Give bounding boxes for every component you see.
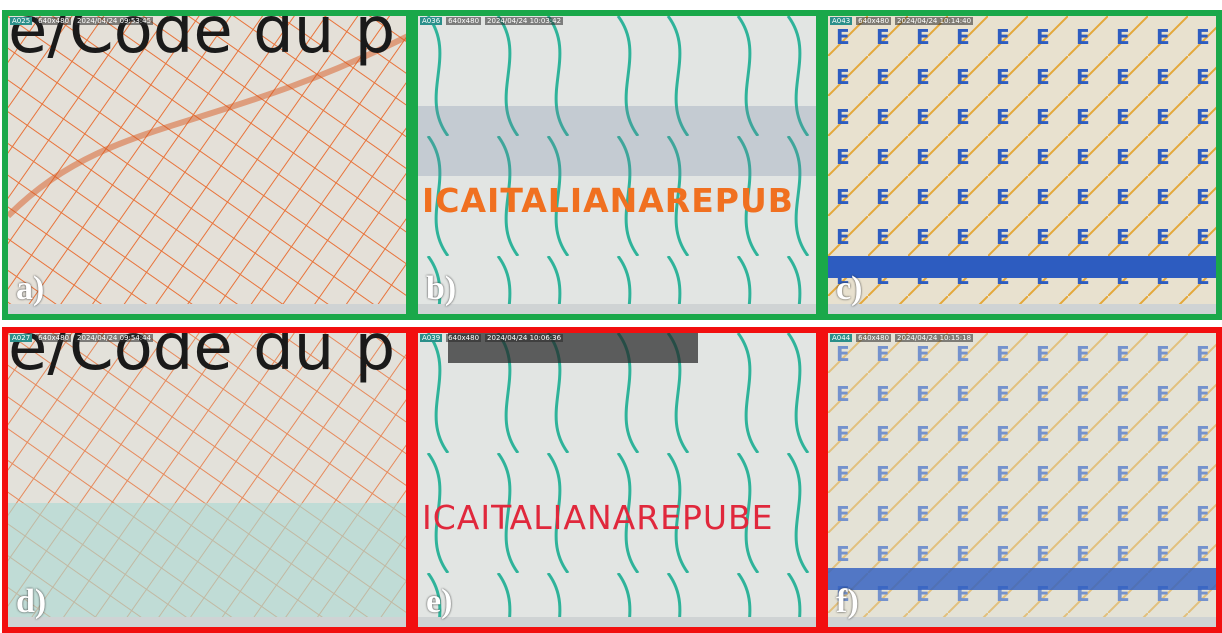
header: A025 640x480 2024/04/24 09:53:45 xyxy=(10,17,153,25)
panel-label: d) xyxy=(16,583,46,621)
panel: A043 640x480 2024/04/24 10:14:40 c) xyxy=(822,10,1222,320)
resolution: 640x480 xyxy=(36,334,71,342)
strip xyxy=(418,617,816,627)
image-text: ICAITALIANAREPUBE xyxy=(422,498,774,537)
strip xyxy=(418,304,816,314)
panel: ICAITALIANAREPUBE A039 640x480 2024/04/24 … xyxy=(412,327,822,633)
figure: E e/Code du p A025640x4802024/04/24 09:5… xyxy=(0,0,1222,633)
id: A043 xyxy=(830,17,852,25)
resolution: 640x480 xyxy=(856,17,891,25)
timestamp: 2024/04/24 10:14:40 xyxy=(895,17,973,25)
header: A039 640x480 2024/04/24 10:06:36 xyxy=(420,334,563,342)
id: A025 xyxy=(10,17,32,25)
header: A036 640x480 2024/04/24 10:03:42 xyxy=(420,17,563,25)
panel-label: e) xyxy=(426,583,452,621)
image xyxy=(828,16,1216,314)
strip xyxy=(8,617,406,627)
panel-label: f) xyxy=(836,583,859,621)
header: A044 640x480 2024/04/24 10:15:18 xyxy=(830,334,973,342)
timestamp: 2024/04/24 09:53:45 xyxy=(75,17,153,25)
strip xyxy=(8,304,406,314)
panel-label: b) xyxy=(426,270,456,308)
header: A043 640x480 2024/04/24 10:14:40 xyxy=(830,17,973,25)
strip xyxy=(828,304,1216,314)
image xyxy=(828,333,1216,627)
strip xyxy=(828,617,1216,627)
resolution: 640x480 xyxy=(446,334,481,342)
timestamp: 2024/04/24 10:15:18 xyxy=(895,334,973,342)
image-text: ICAITALIANAREPUB xyxy=(422,181,794,220)
panel: ICAITALIANAREPUB A036 640x480 2024/04/24 1… xyxy=(412,10,822,320)
image xyxy=(418,16,816,314)
id: A036 xyxy=(420,17,442,25)
timestamp: 2024/04/24 10:06:36 xyxy=(485,334,563,342)
id: A027 xyxy=(10,334,32,342)
resolution: 640x480 xyxy=(856,334,891,342)
timestamp: 2024/04/24 10:03:42 xyxy=(485,17,563,25)
header: A027 640x480 2024/04/24 09:54:44 xyxy=(10,334,153,342)
panel: A044 640x480 2024/04/24 10:15:18 f) xyxy=(822,327,1222,633)
panel-label: a) xyxy=(16,270,44,308)
id: A044 xyxy=(830,334,852,342)
image xyxy=(418,333,816,627)
panel-label: c) xyxy=(836,270,862,308)
id: A039 xyxy=(420,334,442,342)
resolution: 640x480 xyxy=(446,17,481,25)
timestamp: 2024/04/24 09:54:44 xyxy=(75,334,153,342)
resolution: 640x480 xyxy=(36,17,71,25)
